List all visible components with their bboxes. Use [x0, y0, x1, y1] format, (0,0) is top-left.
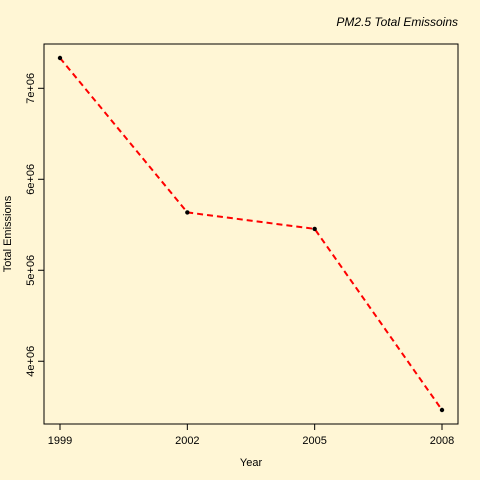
x-tick-label: 2005	[302, 435, 326, 447]
y-tick-label: 4e+06	[25, 346, 37, 377]
series-layer	[57, 55, 445, 413]
x-axis-title: Year	[240, 457, 263, 469]
chart-title: PM2.5 Total Emissoins	[336, 15, 458, 29]
y-tick-label: 7e+06	[25, 73, 37, 104]
y-tick-label: 5e+06	[25, 255, 37, 286]
data-point	[185, 210, 190, 215]
y-tick-label: 6e+06	[25, 164, 37, 195]
data-point	[439, 407, 445, 413]
x-tick-label: 2008	[430, 435, 454, 447]
x-axis: 1999 2002 2005 2008	[48, 424, 454, 447]
y-axis: 4e+06 5e+06 6e+06 7e+06	[25, 73, 44, 377]
x-tick-label: 1999	[48, 435, 72, 447]
series-line	[59, 57, 443, 411]
x-tick-label: 2002	[175, 435, 199, 447]
plot-frame	[43, 43, 459, 425]
data-point	[57, 55, 63, 61]
y-axis-title: Total Emissions	[2, 195, 14, 272]
data-point	[312, 226, 317, 232]
